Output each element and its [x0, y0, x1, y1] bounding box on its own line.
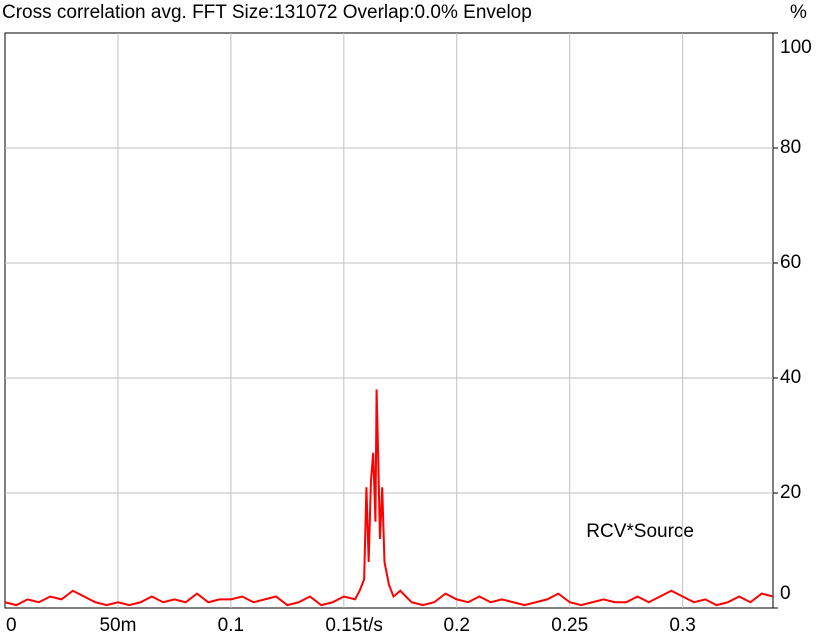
plot-area [4, 32, 774, 609]
x-tick-label: 0.25 [551, 615, 588, 636]
x-unit: t/s [363, 615, 383, 636]
x-tick-label: 0.15 [325, 615, 362, 636]
chart-title: Cross correlation avg. FFT Size:131072 O… [2, 2, 532, 23]
x-tick-label: 0 [6, 615, 17, 636]
y-tick-label: 20 [780, 482, 801, 503]
y-unit: % [790, 2, 807, 23]
data-line [5, 389, 773, 607]
x-tick-label: 0.3 [669, 615, 695, 636]
y-tick-label: 0 [780, 583, 791, 604]
x-tick-label: 50m [99, 615, 136, 636]
x-tick-label: 0.2 [444, 615, 470, 636]
y-tick-label: 60 [780, 252, 801, 273]
y-tick-label: 40 [780, 367, 801, 388]
y-tick-label: 80 [780, 137, 801, 158]
x-tick-label: 0.1 [218, 615, 244, 636]
y-tick-label: 100 [780, 37, 812, 58]
annotation: RCV*Source [586, 521, 694, 542]
